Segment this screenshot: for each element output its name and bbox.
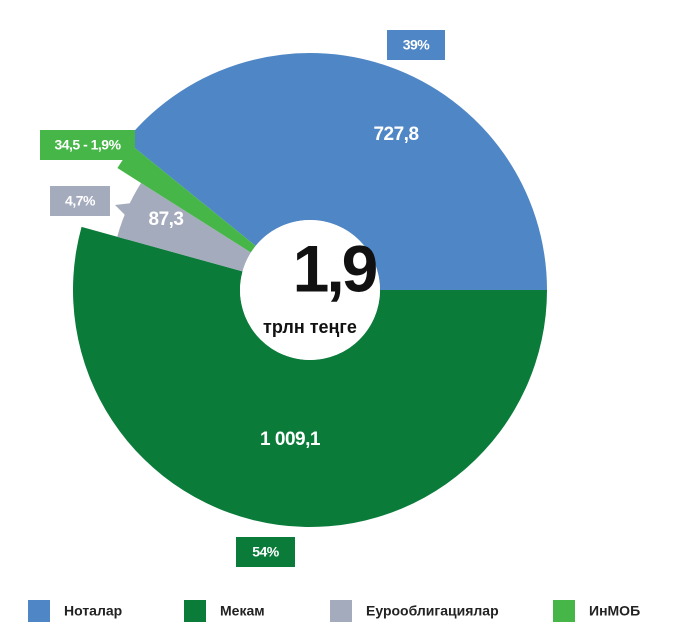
slice <box>117 182 251 272</box>
legend-label: Ноталар <box>64 603 122 619</box>
slice <box>125 52 547 290</box>
callout-box <box>50 186 110 216</box>
percent-label: 34,5 - 1,9% <box>54 137 121 153</box>
percent-label: 54% <box>252 544 280 560</box>
callout-box <box>40 130 135 160</box>
percent-label: 39% <box>403 37 431 53</box>
callout-pointer <box>404 88 426 112</box>
slice <box>117 146 256 253</box>
slice <box>72 226 547 527</box>
legend-swatch <box>330 600 352 622</box>
legend-label: ИнМОБ <box>589 603 640 619</box>
donut-hole <box>240 220 380 360</box>
slices <box>72 52 547 527</box>
value-label: 1 009,1 <box>260 429 321 450</box>
value-label: 727,8 <box>373 124 418 145</box>
legend-swatch <box>28 600 50 622</box>
callout-pointer <box>115 203 132 215</box>
percent-label: 4,7% <box>65 193 96 209</box>
center-unit: трлн теңге <box>263 317 357 337</box>
legend-swatch <box>184 600 206 622</box>
legend-swatch <box>553 600 575 622</box>
legend-label: Мекам <box>220 603 265 619</box>
center-label: 1,9 <box>293 231 377 305</box>
callout-box <box>387 30 445 60</box>
callout-box <box>236 537 295 567</box>
callout-pointer <box>135 150 150 165</box>
callout-pointer <box>270 485 298 510</box>
value-label: 87,3 <box>149 209 184 230</box>
legend-label: Еурооблигациялар <box>366 603 499 619</box>
